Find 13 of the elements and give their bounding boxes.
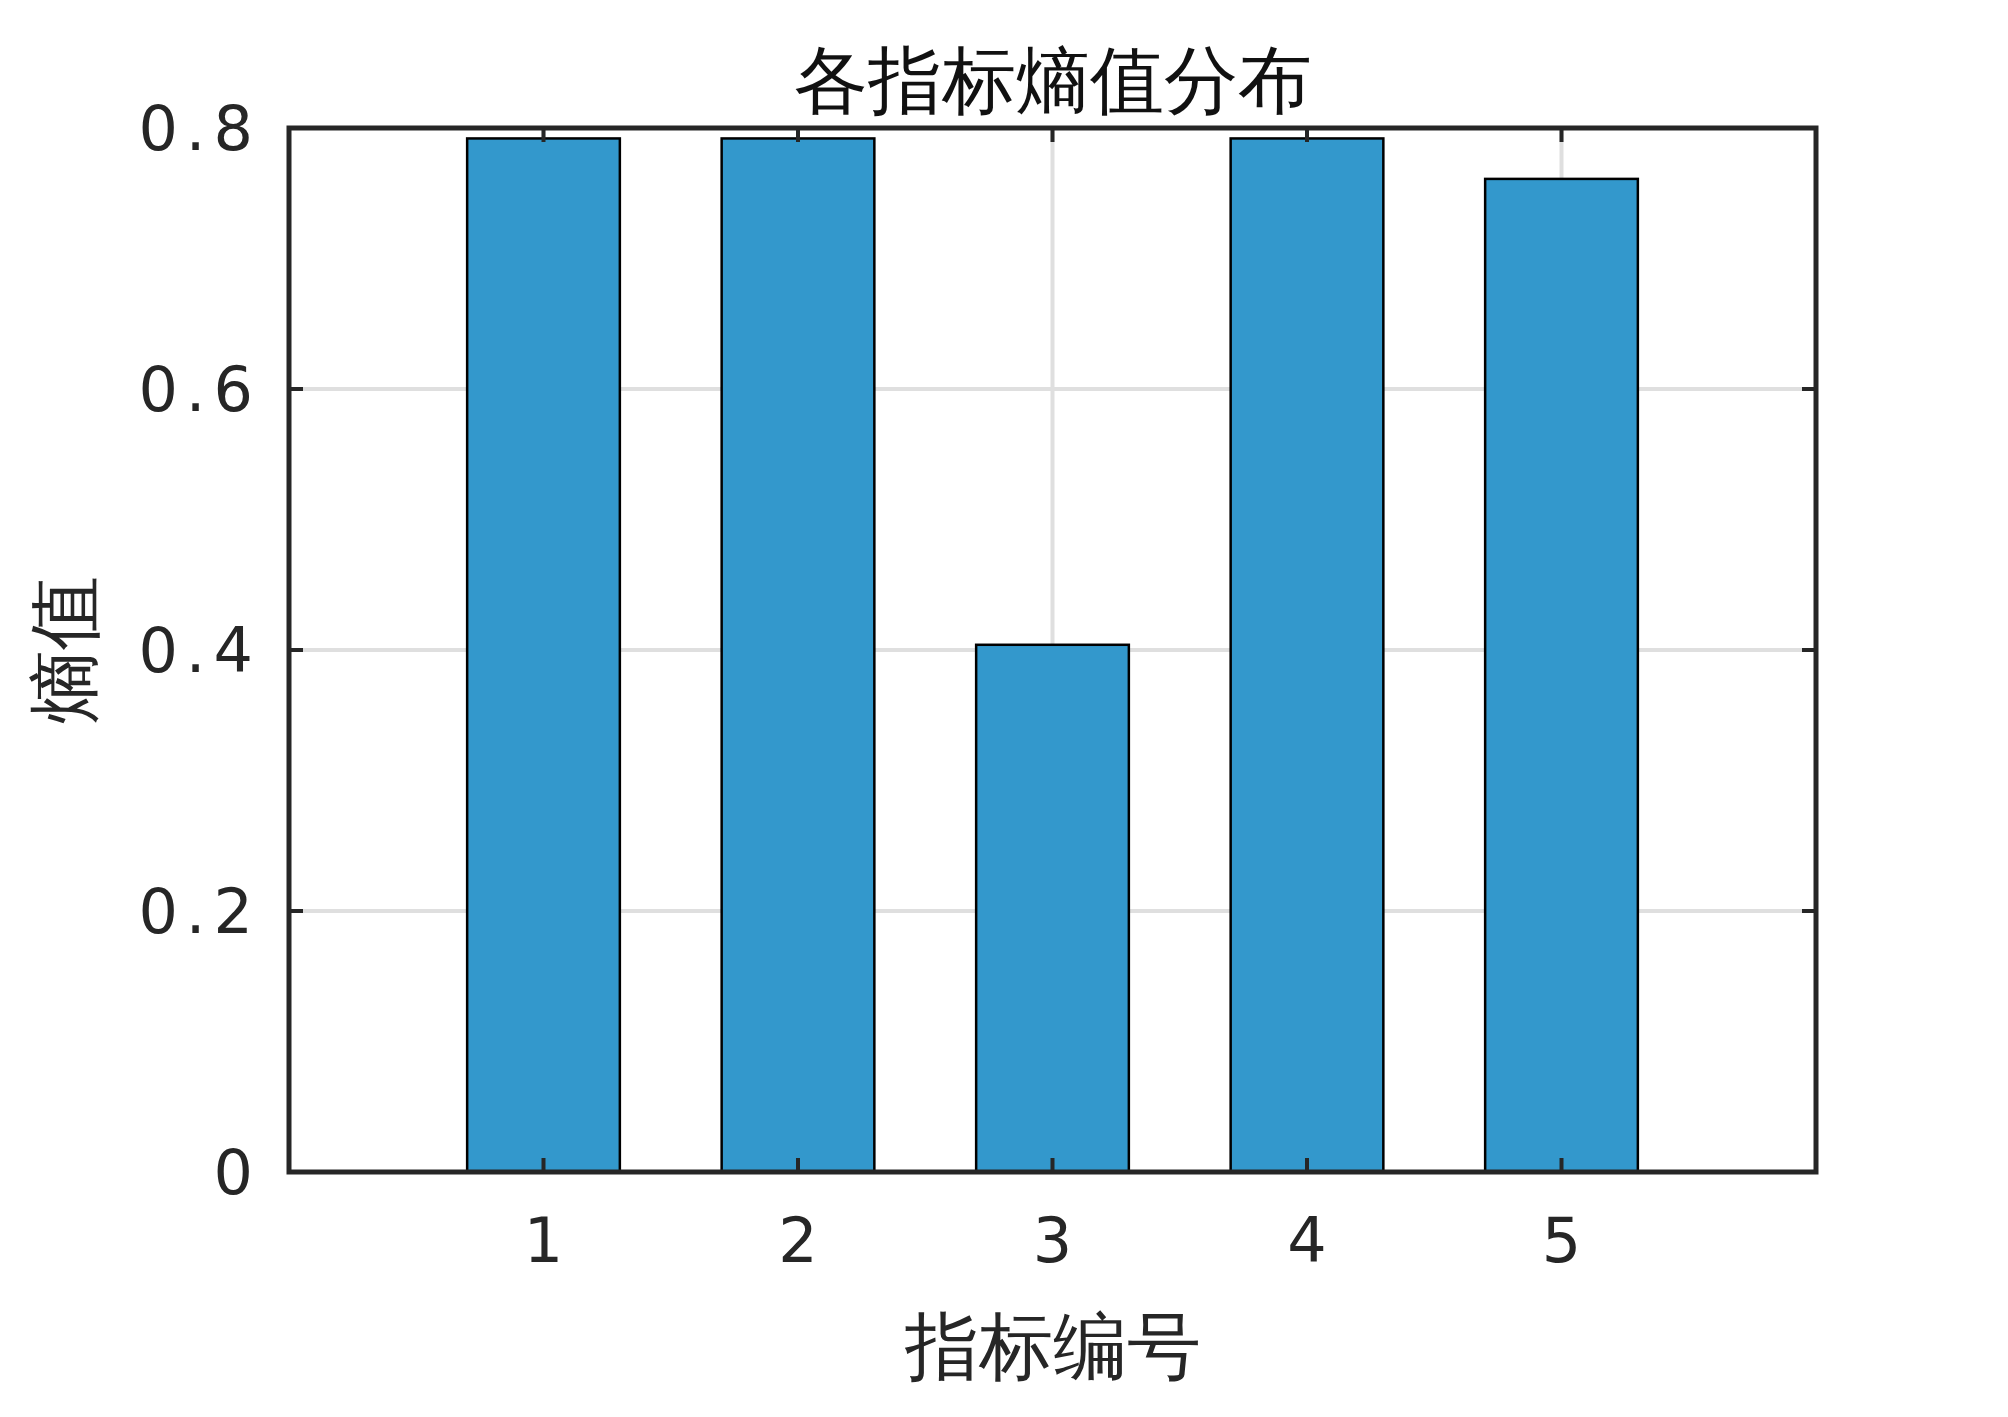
x-tick-label: 1 — [523, 1204, 564, 1277]
x-tick-label: 2 — [778, 1204, 818, 1277]
y-tick-label: 0 — [213, 1136, 261, 1209]
x-tick-label: 4 — [1287, 1204, 1327, 1277]
chart-title: 各指标熵值分布 — [793, 37, 1312, 123]
x-axis-title: 指标编号 — [903, 1303, 1201, 1389]
y-tick-label: 0.2 — [138, 875, 261, 948]
x-tick-label: 3 — [1032, 1204, 1073, 1277]
y-tick-label: 0.4 — [138, 614, 261, 687]
y-axis-title: 熵值 — [21, 576, 107, 724]
x-tick-label: 5 — [1541, 1204, 1582, 1277]
y-tick-label: 0.6 — [138, 353, 261, 426]
y-tick-label: 0.8 — [138, 92, 261, 165]
